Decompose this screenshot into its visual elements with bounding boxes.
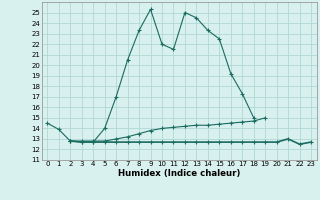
- X-axis label: Humidex (Indice chaleur): Humidex (Indice chaleur): [118, 169, 240, 178]
